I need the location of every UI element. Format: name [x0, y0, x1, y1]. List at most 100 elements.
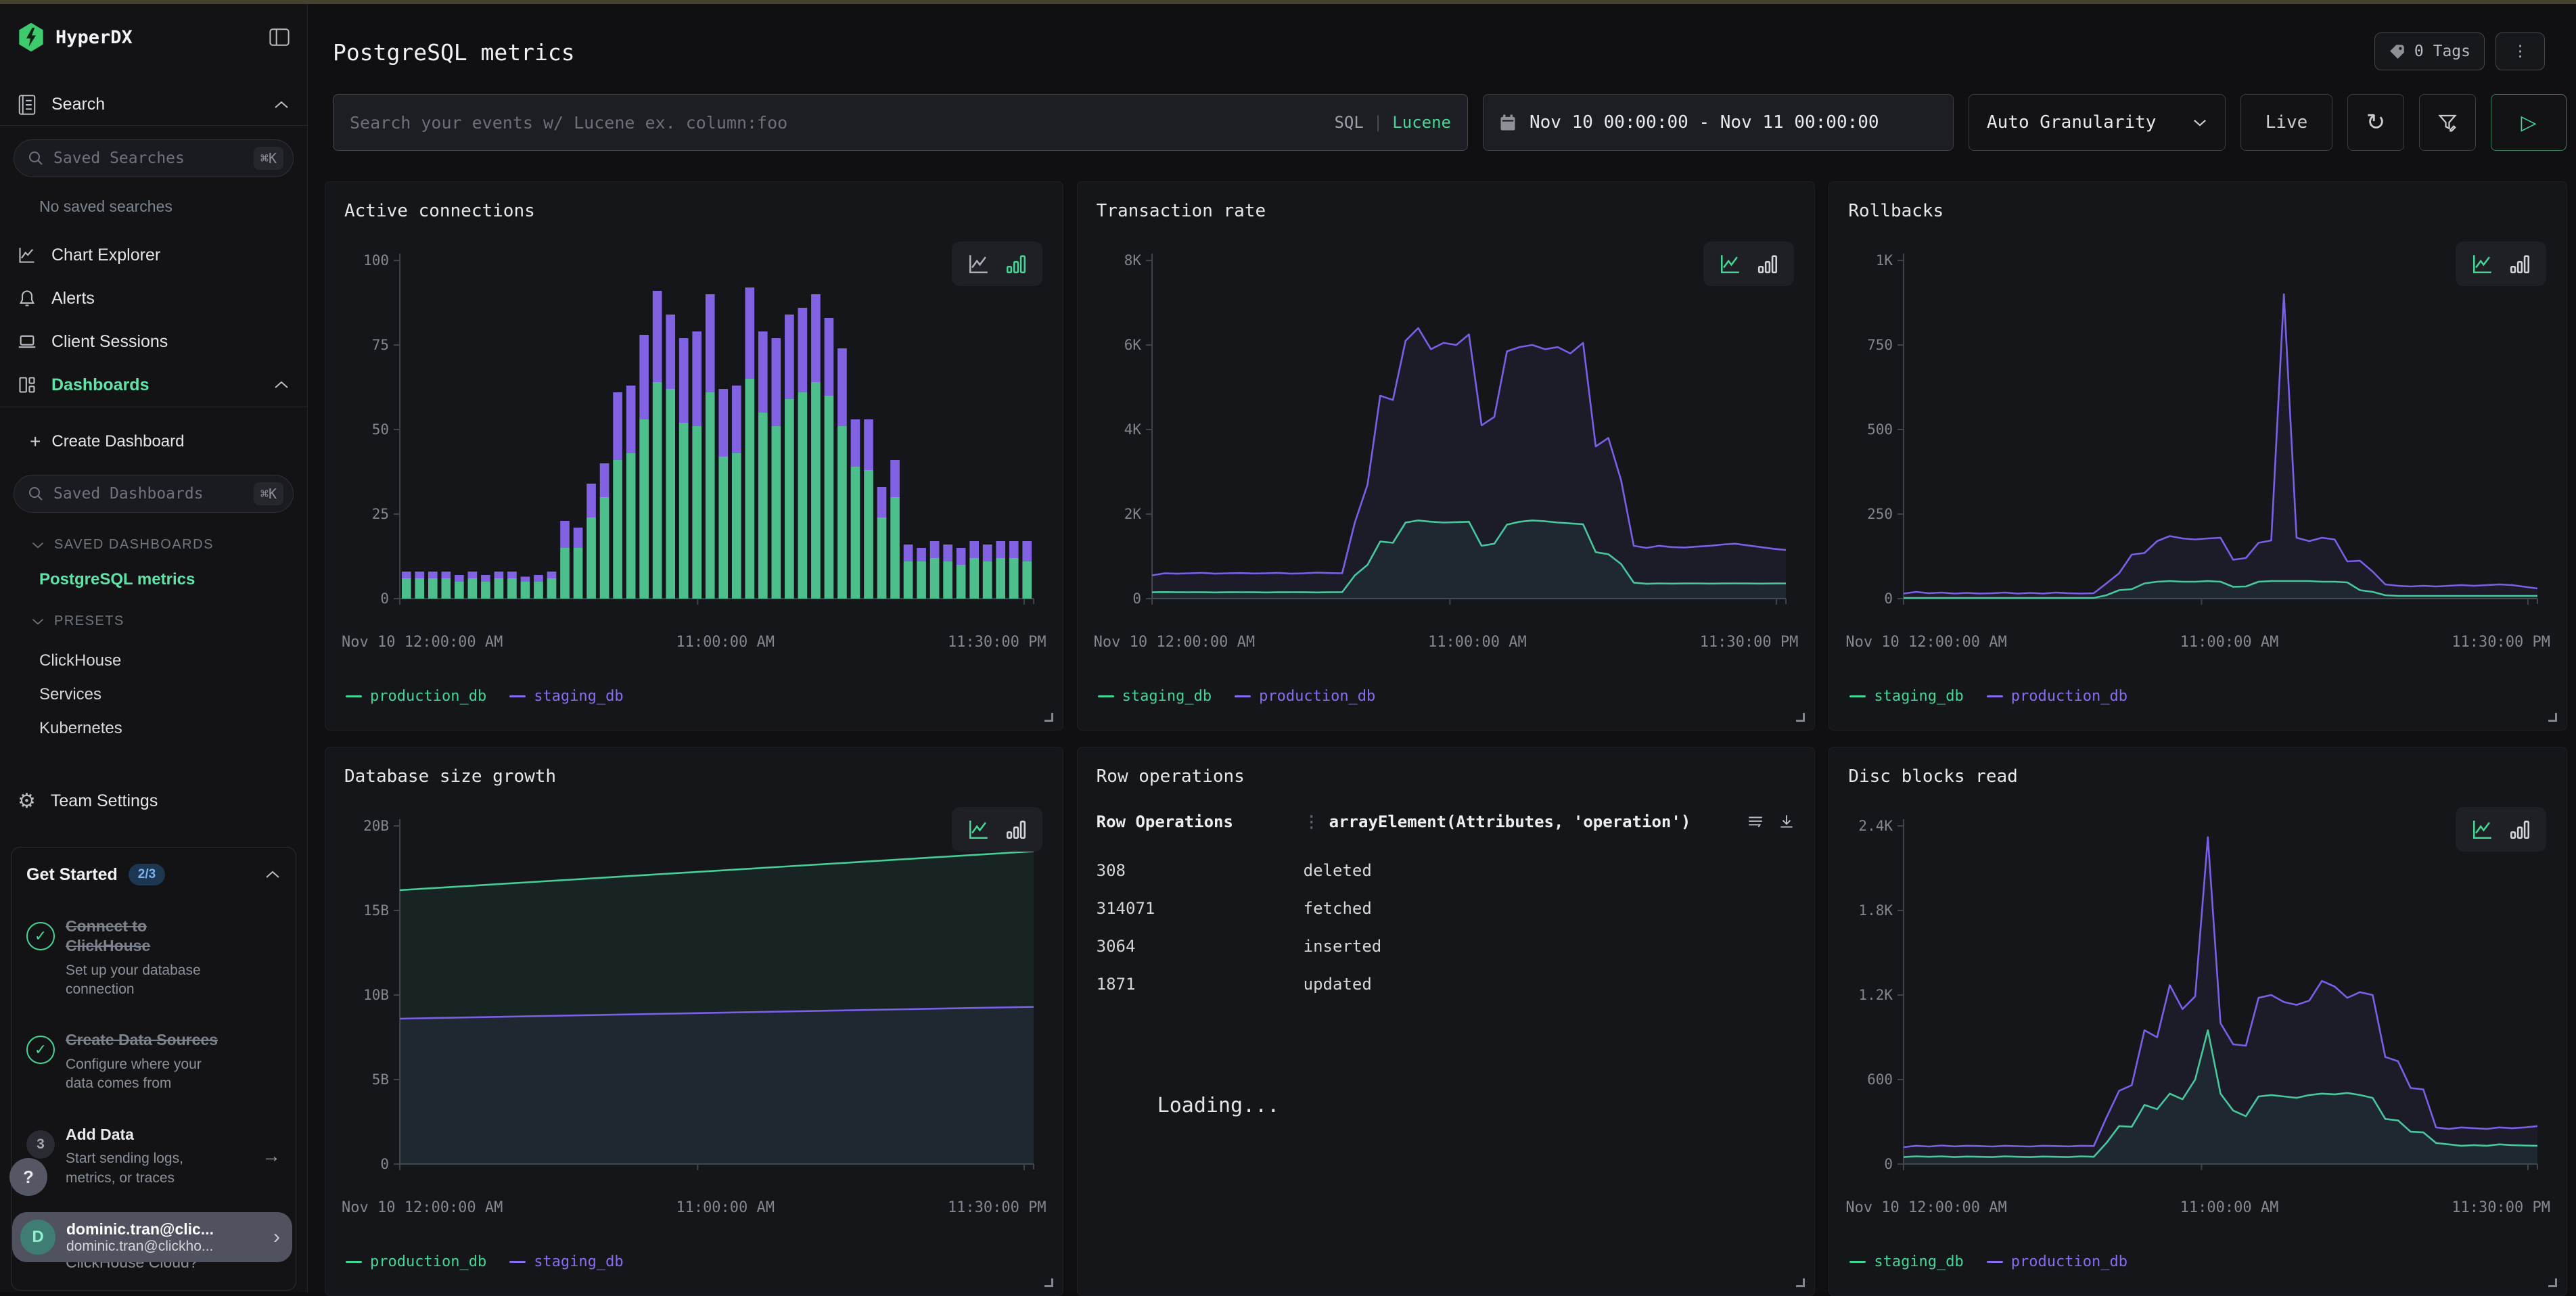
legend-dash [1849, 695, 1866, 697]
sidebar-item-search[interactable]: Search [0, 84, 307, 126]
run-query-button[interactable]: ▷ [2491, 94, 2567, 151]
sidebar-item-label: Client Sessions [51, 332, 290, 352]
bar-chart-icon[interactable] [2508, 252, 2531, 275]
lucene-toggle[interactable]: Lucene [1392, 113, 1451, 132]
table-row[interactable]: 314071fetched [1097, 899, 1796, 918]
refresh-button[interactable]: ↻ [2347, 94, 2404, 151]
tags-label: 0 Tags [2414, 43, 2470, 60]
legend-item[interactable]: production_db [1987, 688, 2128, 705]
saved-searches-search[interactable]: ⌘K [14, 139, 294, 177]
saved-dashboards-search[interactable]: ⌘K [14, 475, 294, 513]
saved-dashboards-input[interactable] [53, 485, 254, 503]
sidebar-item-client-sessions[interactable]: Client Sessions [0, 320, 307, 363]
create-dashboard-button[interactable]: + Create Dashboard [0, 422, 307, 461]
bar-chart-icon[interactable] [1756, 252, 1779, 275]
x-axis-labels: Nov 10 12:00:00 AM11:00:00 AM11:30:00 PM [1845, 634, 2550, 651]
help-button[interactable]: ? [9, 1158, 47, 1196]
legend-dash [1987, 1261, 2003, 1263]
download-icon[interactable] [1778, 813, 1795, 831]
chart-title: Active connections [344, 201, 535, 221]
get-started-step-connect[interactable]: ✓ Connect to ClickHouse Set up your data… [26, 917, 281, 999]
x-tick-label: 11:30:00 PM [1700, 634, 1799, 651]
kebab-icon: ⋮ [2512, 43, 2528, 60]
legend-item[interactable]: production_db [346, 1253, 486, 1270]
sidebar-collapse-icon[interactable] [269, 28, 290, 46]
chart-plot: 02505007501K [1845, 244, 2547, 627]
user-email: dominic.tran@clickho... [66, 1239, 273, 1255]
legend-item[interactable]: staging_db [1849, 1253, 1963, 1270]
sidebar-item-chart-explorer[interactable]: Chart Explorer [0, 233, 307, 277]
line-chart-icon[interactable] [1718, 252, 1743, 275]
chart-type-toggle [2456, 807, 2546, 852]
sidebar-item-postgresql-metrics[interactable]: PostgreSQL metrics [39, 570, 307, 589]
presets-section-header[interactable]: PRESETS [31, 614, 307, 629]
get-started-step-add-data[interactable]: 3 Add Data Start sending logs, metrics, … [26, 1125, 281, 1188]
sidebar-item-kubernetes[interactable]: Kubernetes [0, 712, 307, 745]
svg-text:0: 0 [380, 1156, 389, 1172]
chevron-up-icon[interactable] [264, 870, 281, 879]
event-search-input[interactable] [350, 113, 1334, 133]
table-row[interactable]: 308deleted [1097, 861, 1796, 880]
sidebar-item-team-settings[interactable]: ⚙ Team Settings [0, 781, 307, 821]
bar-chart-icon[interactable] [1005, 818, 1028, 841]
panel-resize-handle[interactable] [1044, 1278, 1053, 1287]
chart-type-toggle [952, 241, 1042, 286]
get-started-progress-badge: 2/3 [129, 864, 165, 885]
panel-row-operations: Row operationsRow Operations⋮arrayElemen… [1077, 747, 1816, 1296]
bar-chart-icon[interactable] [2508, 818, 2531, 841]
cell-value: 1871 [1097, 975, 1304, 994]
bell-icon [18, 289, 37, 308]
sidebar-item-dashboards[interactable]: Dashboards [0, 363, 307, 407]
line-chart-icon[interactable] [2470, 818, 2495, 841]
panel-resize-handle[interactable] [2548, 1278, 2557, 1287]
search-icon [28, 486, 44, 502]
user-account-chip[interactable]: D dominic.tran@clic... dominic.tran@clic… [12, 1212, 292, 1262]
line-chart-icon[interactable] [967, 818, 991, 841]
table-row[interactable]: 1871updated [1097, 975, 1796, 994]
sidebar-item-alerts[interactable]: Alerts [0, 277, 307, 320]
sidebar-item-clickhouse[interactable]: ClickHouse [0, 644, 307, 678]
panel-resize-handle[interactable] [1044, 713, 1053, 722]
x-tick-label: 11:30:00 PM [2452, 634, 2550, 651]
user-name: dominic.tran@clic... [66, 1220, 273, 1239]
legend-item[interactable]: production_db [1235, 688, 1375, 705]
saved-dashboards-section-header[interactable]: SAVED DASHBOARDS [31, 537, 307, 553]
tag-icon [2389, 43, 2406, 60]
table-row[interactable]: 3064inserted [1097, 937, 1796, 956]
legend-item[interactable]: staging_db [1849, 688, 1963, 705]
column-drag-icon[interactable]: ⋮ [1304, 812, 1320, 831]
wrap-text-icon[interactable] [1747, 813, 1764, 831]
legend-item[interactable]: production_db [1987, 1253, 2128, 1270]
panel-resize-handle[interactable] [1796, 713, 1805, 722]
chart-type-toggle [1703, 241, 1794, 286]
check-circle-icon: ✓ [26, 922, 55, 950]
sidebar-item-services[interactable]: Services [0, 678, 307, 712]
svg-text:0: 0 [1132, 591, 1141, 607]
legend-item[interactable]: staging_db [509, 688, 623, 705]
panel-resize-handle[interactable] [2548, 713, 2557, 722]
live-button[interactable]: Live [2240, 94, 2332, 151]
sql-toggle[interactable]: SQL [1334, 113, 1363, 132]
panel-rollbacks: Rollbacks02505007501KNov 10 12:00:00 AM1… [1828, 181, 2567, 731]
kebab-menu-button[interactable]: ⋮ [2496, 32, 2545, 70]
panel-disc-blocks-read: Disc blocks read06001.2K1.8K2.4KNov 10 1… [1828, 747, 2567, 1296]
tags-button[interactable]: 0 Tags [2374, 32, 2485, 70]
legend-dash [1098, 695, 1114, 697]
bar-chart-icon[interactable] [1005, 252, 1028, 275]
legend-series-name: production_db [370, 1253, 486, 1270]
line-chart-icon[interactable] [967, 252, 991, 275]
legend-item[interactable]: staging_db [1098, 688, 1212, 705]
get-started-step-sources[interactable]: ✓ Create Data Sources Configure where yo… [26, 1030, 281, 1093]
legend-item[interactable]: staging_db [509, 1253, 623, 1270]
filter-button[interactable] [2419, 94, 2476, 151]
saved-searches-input[interactable] [53, 149, 254, 167]
line-chart-icon[interactable] [2470, 252, 2495, 275]
main-content: PostgreSQL metrics 0 Tags ⋮ SQL | Lucene [308, 4, 2576, 1292]
granularity-select[interactable]: Auto Granularity [1969, 94, 2226, 151]
journal-icon [18, 95, 37, 115]
legend-item[interactable]: production_db [346, 688, 486, 705]
header-actions: 0 Tags ⋮ [2374, 32, 2545, 70]
chart-title: Row operations [1097, 766, 1245, 787]
date-range-picker[interactable]: Nov 10 00:00:00 - Nov 11 00:00:00 [1483, 94, 1954, 151]
panel-resize-handle[interactable] [1796, 1278, 1805, 1287]
